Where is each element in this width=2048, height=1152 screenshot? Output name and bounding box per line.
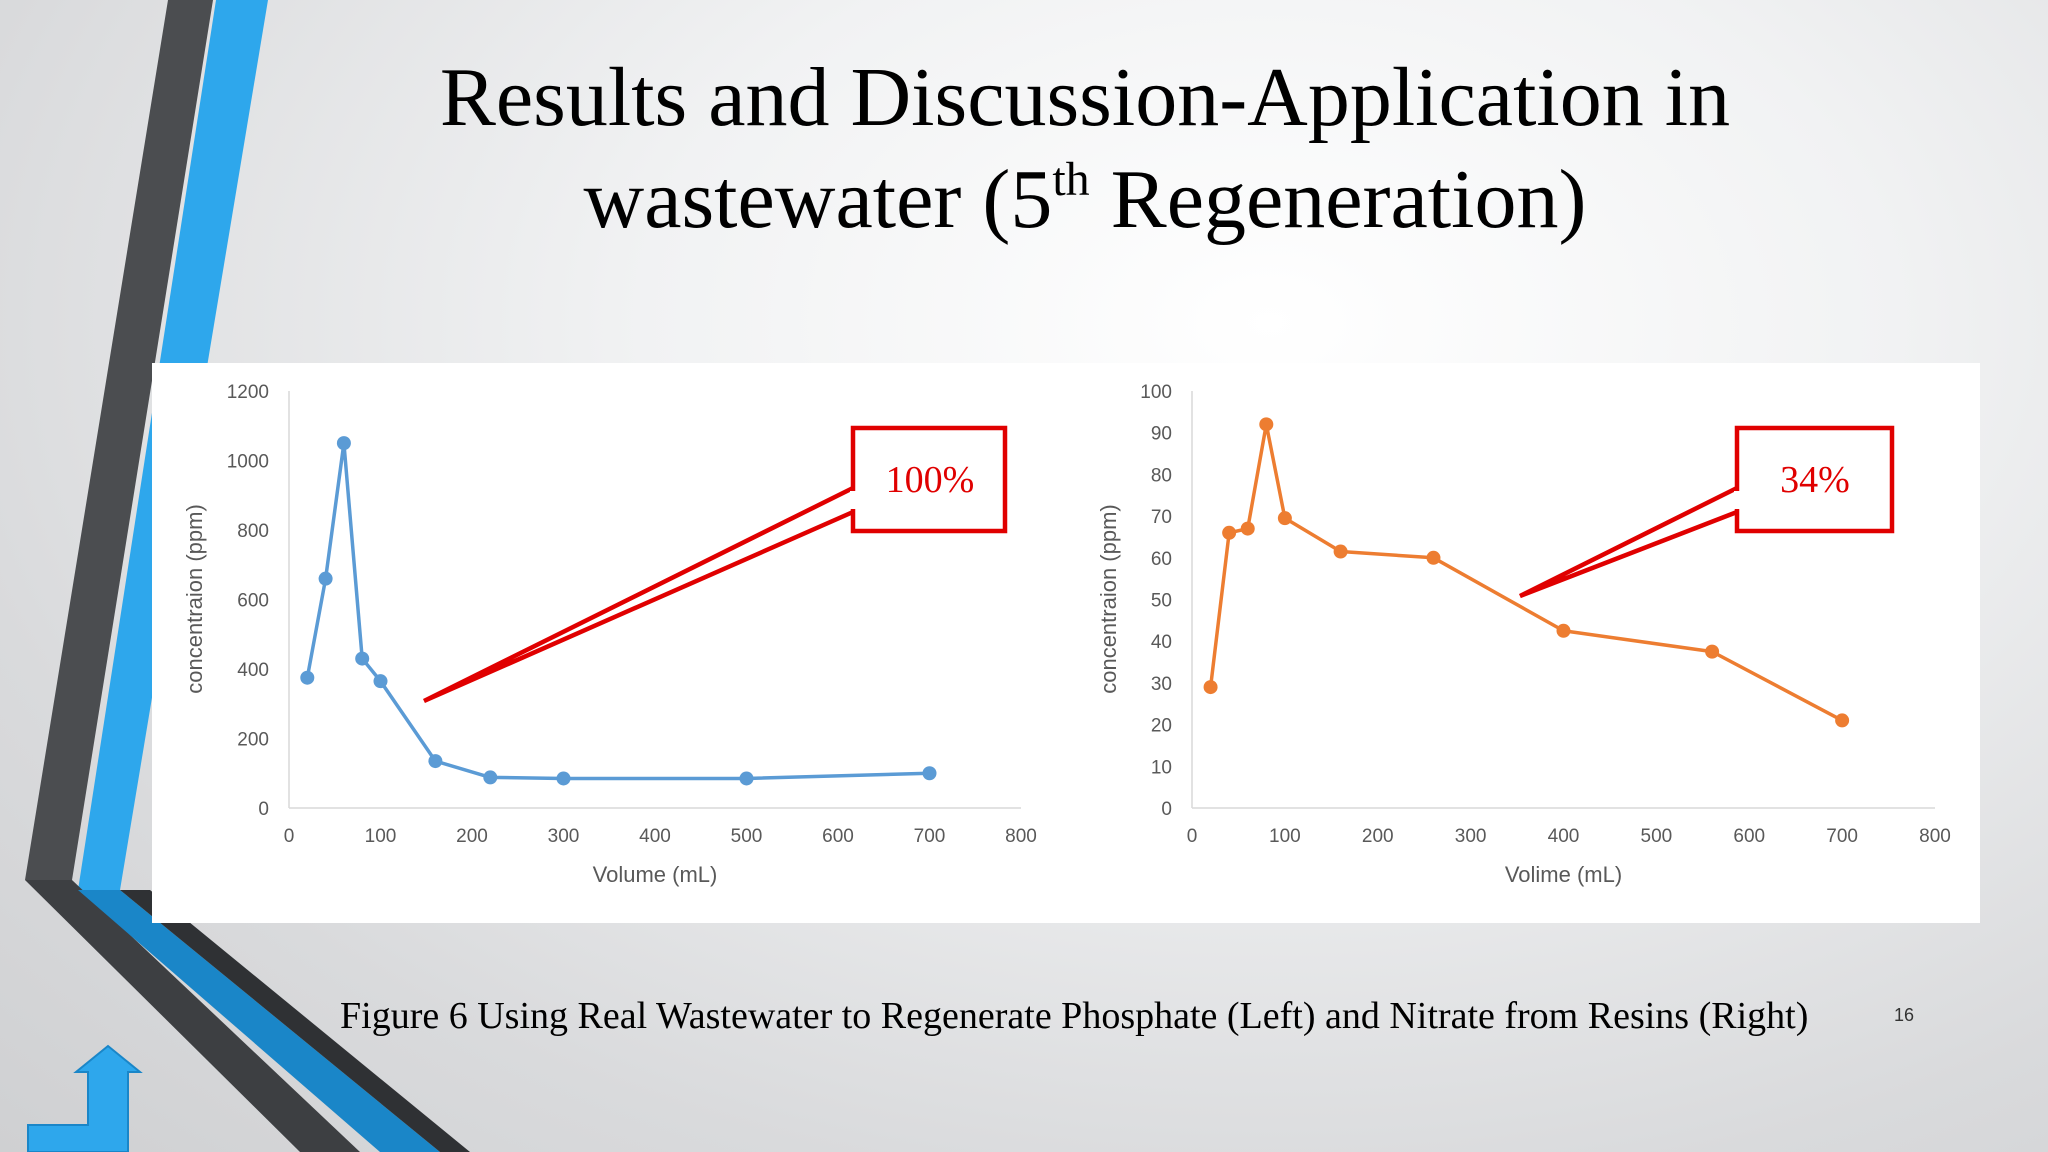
y-tick-label: 800 — [237, 521, 269, 542]
x-tick-label: 800 — [1919, 826, 1951, 847]
x-tick-label: 500 — [731, 826, 763, 847]
title-text-post: Regeneration) — [1089, 153, 1587, 246]
y-tick-label: 400 — [237, 660, 269, 681]
x-tick-label: 0 — [284, 826, 295, 847]
x-axis-label: Volime (mL) — [1505, 862, 1622, 887]
x-tick-label: 100 — [365, 826, 397, 847]
stripe-diagonal-dark — [25, 880, 360, 1152]
y-tick-label: 1200 — [227, 382, 269, 403]
data-point — [1259, 417, 1274, 432]
data-point — [1203, 680, 1218, 695]
title-superscript: th — [1052, 153, 1090, 206]
x-tick-label: 200 — [456, 826, 488, 847]
x-tick-label: 600 — [822, 826, 854, 847]
data-point — [1333, 544, 1348, 559]
data-point — [355, 651, 370, 666]
x-tick-label: 300 — [548, 826, 580, 847]
callout-pointer — [1518, 485, 1739, 599]
stripe-diagonal-dark2 — [120, 890, 470, 1152]
data-point — [556, 771, 571, 786]
y-tick-label: 0 — [1161, 799, 1172, 820]
chart-1: 0 200 400 600 800 1000 1200 0 100 200 300 400 500 600… — [182, 382, 1037, 887]
data-point — [1705, 644, 1720, 659]
x-tick-label: 300 — [1455, 826, 1487, 847]
y-tick-label: 60 — [1151, 549, 1172, 570]
y-tick-label: 40 — [1151, 632, 1172, 653]
data-point — [336, 436, 351, 451]
chart-panel: 0 200 400 600 800 1000 1200 0 100 200 300 400 500 600… — [152, 363, 1980, 923]
data-point — [1835, 713, 1850, 728]
callout-text: 34% — [1780, 459, 1850, 501]
figure-caption: Figure 6 Using Real Wastewater to Regene… — [340, 995, 1809, 1037]
y-tick-label: 30 — [1151, 674, 1172, 695]
return-arrow-icon — [27, 1044, 143, 1152]
y-tick-label: 50 — [1151, 591, 1172, 612]
title-text: Results and Discussion-Application in — [439, 51, 1731, 144]
title-text-pre: wastewater (5 — [583, 153, 1053, 246]
series-line — [1208, 422, 1843, 722]
stripe-dark-gray — [25, 0, 213, 880]
slide-title-line1: Results and Discussion-Application in — [330, 48, 1840, 148]
data-point — [739, 771, 754, 786]
data-point — [1222, 525, 1237, 540]
data-point — [373, 674, 388, 689]
x-tick-label: 400 — [1548, 826, 1580, 847]
callout-box — [1734, 425, 1895, 534]
x-tick-label: 0 — [1187, 826, 1198, 847]
y-tick-label: 20 — [1151, 716, 1172, 737]
x-axis-label: Volume (mL) — [593, 862, 718, 887]
data-point — [318, 571, 333, 586]
x-tick-label: 800 — [1005, 826, 1037, 847]
data-point — [1556, 623, 1571, 638]
y-tick-label: 200 — [237, 730, 269, 751]
y-axis-label: concentraion (ppm) — [182, 504, 207, 694]
y-axis-label: concentraion (ppm) — [1096, 504, 1121, 694]
y-tick-label: 70 — [1151, 507, 1172, 528]
stripe-diagonal-blue — [78, 890, 440, 1152]
data-point — [483, 770, 498, 785]
x-tick-label: 100 — [1269, 826, 1301, 847]
y-tick-label: 10 — [1151, 757, 1172, 778]
data-point — [922, 766, 937, 781]
chart-2: 0 10 20 30 40 50 60 70 80 90 100 0 100 200 300 400 500 60… — [1096, 382, 1951, 887]
x-tick-label: 700 — [914, 826, 946, 847]
data-point — [428, 754, 443, 769]
x-tick-label: 700 — [1826, 826, 1858, 847]
series-line — [305, 441, 930, 781]
x-tick-label: 500 — [1641, 826, 1673, 847]
y-tick-label: 90 — [1151, 424, 1172, 445]
y-tick-label: 600 — [237, 591, 269, 612]
y-tick-label: 0 — [258, 799, 269, 820]
x-tick-label: 400 — [639, 826, 671, 847]
data-point — [1277, 511, 1292, 526]
data-point — [1426, 550, 1441, 565]
data-point — [300, 670, 315, 685]
y-tick-label: 80 — [1151, 465, 1172, 486]
y-tick-label: 1000 — [227, 452, 269, 473]
callout-pointer — [422, 485, 855, 704]
callout-box — [850, 425, 1008, 534]
x-tick-label: 200 — [1362, 826, 1394, 847]
callout-text: 100% — [886, 459, 975, 501]
data-point — [1240, 521, 1255, 536]
y-tick-label: 100 — [1140, 382, 1172, 403]
slide-title-line2: wastewater (5th Regeneration) — [330, 150, 1840, 250]
page-number: 16 — [1894, 1005, 1915, 1025]
x-tick-label: 600 — [1733, 826, 1765, 847]
